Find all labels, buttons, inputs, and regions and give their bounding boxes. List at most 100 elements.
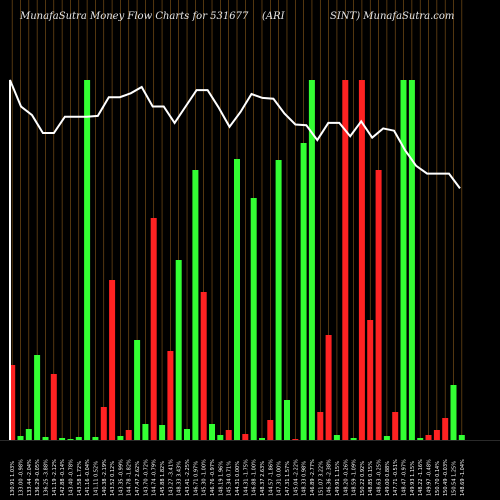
x-tick-label: 146.88 -1.00% [252, 459, 258, 496]
x-tick-label: 143.41 -2.25% [185, 459, 191, 496]
bar [25, 429, 32, 440]
bar [17, 436, 24, 440]
bar [184, 429, 190, 440]
x-tick-label: 144.78 -1.82% [127, 459, 133, 496]
volume-bars [9, 80, 465, 440]
bar [125, 430, 132, 440]
x-tick-label: 148.47 -0.97% [402, 459, 408, 496]
bar [234, 159, 240, 440]
x-tick-label: 146.89 -2.77% [310, 459, 316, 496]
bar [350, 438, 357, 440]
bar [300, 143, 307, 440]
x-tick-label: 146.71 0.97% [193, 461, 199, 496]
x-tick-label: 143.35 -0.99% [118, 459, 124, 496]
bar [200, 292, 207, 440]
x-tick-label: 141.16 -0.04% [85, 459, 91, 496]
bar [442, 418, 449, 440]
x-tick-label: 151.07 3.22% [318, 461, 324, 496]
bar [433, 430, 440, 440]
bar [259, 438, 265, 440]
bar [209, 424, 215, 440]
bar [50, 374, 57, 440]
x-tick-label: 133.44 -2.04% [27, 459, 33, 496]
bar [375, 170, 382, 440]
bar [458, 435, 465, 440]
price-line [9, 79, 461, 440]
x-tick-label: 147.31 0.00% [277, 461, 283, 496]
x-tick-label: 148.85 0.15% [368, 461, 374, 496]
x-tick-label: 149.91 1.15% [335, 461, 341, 496]
x-tick-label: 143.27 -3.41% [168, 459, 174, 496]
bar [9, 365, 16, 440]
x-tick-label: 148.22 -1.16% [418, 459, 424, 496]
x-tick-label: 150.49 -0.03% [443, 459, 449, 496]
bar [150, 218, 157, 440]
bar [292, 439, 299, 440]
x-tick-label: 148.37 2.63% [260, 461, 266, 496]
bar [42, 437, 49, 440]
bar [75, 437, 82, 440]
x-tick-label: 136.29 -0.05% [35, 459, 41, 496]
bar [325, 335, 332, 440]
bar [225, 430, 232, 440]
bar [308, 80, 315, 440]
x-tick-label: 145.04 -2.22% [293, 459, 299, 496]
x-tick-label: 146.36 -2.38% [327, 459, 333, 496]
x-tick-label: 145.88 1.82% [160, 461, 166, 496]
x-tick-label: 130.91 1.03% [10, 461, 16, 496]
x-tick-label: 146.76 -0.97% [210, 459, 216, 496]
x-tick-label: 148.63 -0.25% [377, 459, 383, 496]
chart-title: MunafaSutra Money Flow Charts for 531677… [0, 11, 500, 27]
x-tick-label: 143.40 -0.78% [69, 459, 75, 496]
bar [333, 435, 340, 440]
bar [175, 260, 182, 440]
x-tick-label: 145.34 0.71% [227, 461, 233, 496]
x-tick-label: 147.31 1.57% [285, 461, 291, 496]
title-middle: (ARI [262, 11, 285, 22]
x-tick-label: 150.22 0.92% [360, 461, 366, 496]
x-tick-label: 149.97 -0.48% [427, 459, 433, 496]
bar [100, 407, 107, 440]
x-tick-label: 149.93 1.15% [410, 461, 416, 496]
x-tick-labels: 130.91 1.03% 133.00 -0.98% 133.44 -2.04% 13… [10, 459, 466, 496]
bar [284, 400, 290, 440]
x-tick-label: 147.47 2.62% [135, 461, 141, 496]
bar [392, 412, 399, 440]
bar [250, 198, 257, 440]
x-tick-label: 144.31 0.00% [235, 461, 241, 496]
bar [59, 438, 66, 440]
bar [159, 425, 166, 440]
x-tick-label: 148.59 -1.09% [352, 459, 358, 496]
x-tick-label: 147.71 -0.51% [393, 459, 399, 496]
title-left: MunafaSutra Money Flow Charts for 531677 [20, 11, 249, 22]
bar [425, 435, 432, 440]
x-tick-label: 148.19 1.96% [218, 461, 224, 496]
title-right: SINT) MunafaSutra.com [330, 11, 455, 22]
x-tick-label: 144.74 -0.79% [152, 459, 158, 496]
x-tick-label: 141.19 -2.12% [52, 459, 58, 496]
bar [417, 438, 424, 440]
bar [275, 160, 282, 440]
bar [383, 436, 390, 440]
x-tick-label: 148.20 -0.26% [343, 459, 349, 496]
bar [400, 80, 407, 440]
x-tick-label: 142.88 -0.14% [60, 459, 66, 496]
x-tick-label: 150.70 0.14% [435, 461, 441, 496]
x-tick-label: 136.25 -3.88% [44, 459, 50, 496]
bar [367, 320, 374, 440]
x-tick-label: 145.30 -1.00% [202, 459, 208, 496]
x-tick-label: 144.31 -1.75% [243, 459, 249, 496]
bar [109, 280, 116, 440]
bar [450, 385, 457, 440]
bar [358, 80, 365, 440]
x-tick-label: 149.00 0.88% [385, 461, 391, 496]
bar [267, 420, 274, 440]
x-tick-label: 133.00 -0.98% [19, 459, 25, 496]
bar [167, 351, 174, 440]
bar [317, 412, 324, 440]
bar [67, 439, 74, 440]
bar [217, 435, 224, 440]
x-tick-label: 143.58 1.72% [77, 461, 83, 496]
x-tick-label: 143.70 -0.72% [143, 459, 149, 496]
